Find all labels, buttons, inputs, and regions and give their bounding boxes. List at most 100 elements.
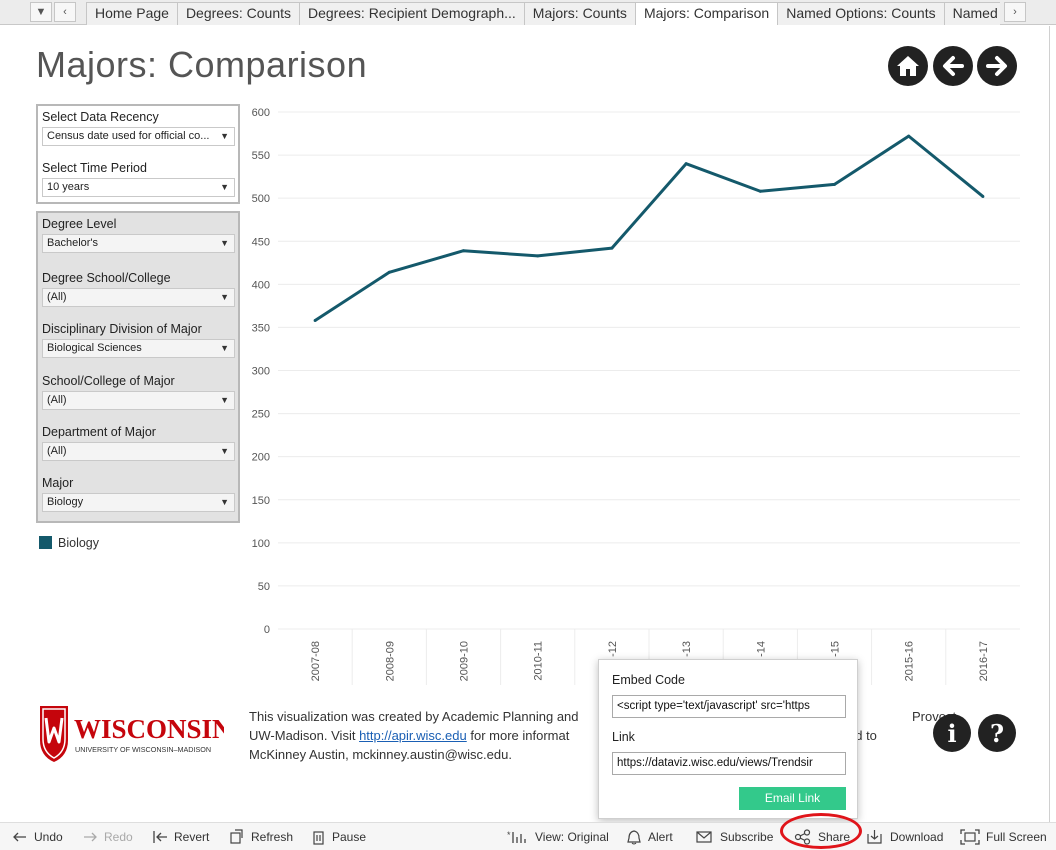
line-chart: 0 50 100 150 200 250 300 350 400 450 500 550 600 2007… xyxy=(252,107,1020,685)
data-point xyxy=(907,134,911,138)
mail-icon xyxy=(696,831,712,843)
view-original-button[interactable]: * View: Original xyxy=(507,828,609,846)
y-tick-label: 500 xyxy=(252,193,270,205)
chevron-down-icon: ▼ xyxy=(220,292,229,302)
period-select[interactable]: 10 years ▼ xyxy=(42,178,235,197)
pause-button[interactable]: Pause xyxy=(312,828,366,846)
degree-level-select[interactable]: Bachelor's ▼ xyxy=(42,234,235,253)
subscribe-button[interactable]: Subscribe xyxy=(696,828,773,846)
major-label: Major xyxy=(42,476,74,490)
data-point xyxy=(981,194,985,198)
logo-wordmark: WISCONSIN xyxy=(74,714,224,744)
school-major-select[interactable]: (All) ▼ xyxy=(42,391,235,410)
undo-icon xyxy=(13,832,26,842)
refresh-icon xyxy=(230,829,243,844)
pause-icon xyxy=(313,831,324,845)
refresh-button[interactable]: Refresh xyxy=(229,828,293,846)
degree-level-label: Degree Level xyxy=(42,217,117,231)
tab-named-options-truncated[interactable]: Named Op xyxy=(943,2,1000,25)
tab-majors-counts[interactable]: Majors: Counts xyxy=(523,2,636,25)
bell-icon xyxy=(627,830,641,845)
y-tick-label: 0 xyxy=(264,624,270,636)
back-button[interactable] xyxy=(933,46,973,86)
degree-school-select[interactable]: (All) ▼ xyxy=(42,288,235,307)
x-tick-label: -13 xyxy=(681,641,693,657)
subscribe-label: Subscribe xyxy=(720,830,774,844)
x-tick-label: 2007-08 xyxy=(310,641,322,681)
y-tick-label: 300 xyxy=(252,366,270,378)
degree-level-value: Bachelor's xyxy=(47,237,99,249)
embed-code-label: Embed Code xyxy=(612,673,685,687)
data-point xyxy=(462,249,465,253)
x-tick-label: -12 xyxy=(607,641,619,657)
alert-button[interactable]: Alert xyxy=(626,828,673,846)
link-label: Link xyxy=(612,730,635,744)
legend-label: Biology xyxy=(58,536,99,550)
forward-button[interactable] xyxy=(977,46,1017,86)
tab-degrees-recipient-demographics[interactable]: Degrees: Recipient Demograph... xyxy=(299,2,525,25)
info-line2-start: UW-Madison. Visit xyxy=(249,728,356,743)
home-button[interactable] xyxy=(888,46,928,86)
x-tick-label: 2009-10 xyxy=(459,641,471,681)
chevron-down-icon: ▼ xyxy=(220,238,229,248)
degree-school-label: Degree School/College xyxy=(42,271,171,285)
school-major-label: School/College of Major xyxy=(42,374,175,388)
arrow-right-icon xyxy=(986,56,1007,76)
page-title: Majors: Comparison xyxy=(36,44,368,85)
chevron-down-icon: ▼ xyxy=(220,395,229,405)
x-tick-label: -15 xyxy=(830,641,842,657)
x-tick-label: 2008-09 xyxy=(384,641,396,681)
revert-button[interactable]: Revert xyxy=(152,828,209,846)
info-line2-mid: for more informat xyxy=(470,728,570,743)
division-value: Biological Sciences xyxy=(47,342,142,354)
y-tick-label: 150 xyxy=(252,495,270,507)
data-point xyxy=(313,319,317,323)
division-select[interactable]: Biological Sciences ▼ xyxy=(42,339,235,358)
tabs: Home Page Degrees: Counts Degrees: Recipie… xyxy=(86,2,1000,25)
series-line-biology xyxy=(314,134,984,322)
tab-degrees-counts[interactable]: Degrees: Counts xyxy=(176,2,300,25)
embed-code-field[interactable]: <script type='text/javascript' src='http… xyxy=(612,695,846,718)
data-selection-panel: Select Data Recency Census date used for… xyxy=(36,104,240,204)
major-filter-panel: Degree Level Bachelor's ▼ Degree School/C… xyxy=(36,211,240,523)
info-icon: i xyxy=(947,718,957,748)
y-tick-label: 450 xyxy=(252,236,270,248)
tab-named-options-counts[interactable]: Named Options: Counts xyxy=(777,2,945,25)
y-tick-label: 250 xyxy=(252,409,270,421)
download-icon xyxy=(867,830,882,844)
tab-majors-comparison[interactable]: Majors: Comparison xyxy=(634,2,779,25)
chevron-down-icon: ▼ xyxy=(220,182,229,192)
major-value: Biology xyxy=(47,496,84,508)
info-button[interactable]: i xyxy=(933,714,971,752)
alert-label: Alert xyxy=(648,830,673,844)
recency-select[interactable]: Census date used for official co... ▼ xyxy=(42,127,235,146)
chart-legend[interactable]: Biology xyxy=(39,536,99,550)
link-field[interactable]: https://dataviz.wisc.edu/views/Trendsir xyxy=(612,752,846,775)
major-select[interactable]: Biology ▼ xyxy=(42,493,235,512)
chevron-down-icon: ▼ xyxy=(220,131,229,141)
full-screen-button[interactable]: Full Screen xyxy=(960,828,1047,846)
y-tick-label: 400 xyxy=(252,279,270,291)
tab-scroll-right-button[interactable]: › xyxy=(1004,2,1026,22)
redo-button[interactable]: Redo xyxy=(82,828,133,846)
recency-value: Census date used for official co... xyxy=(47,130,210,142)
info-text: This visualization was created by Academ… xyxy=(249,707,960,764)
help-button[interactable]: ? xyxy=(978,714,1016,752)
tab-scroll-left-button[interactable]: ‹ xyxy=(54,2,76,22)
apir-link[interactable]: http://apir.wisc.edu xyxy=(359,728,467,743)
download-button[interactable]: Download xyxy=(866,828,943,846)
uw-madison-logo: WISCONSIN UNIVERSITY OF WISCONSIN–MADISO… xyxy=(34,702,232,769)
download-label: Download xyxy=(890,830,944,844)
department-select[interactable]: (All) ▼ xyxy=(42,442,235,461)
share-highlight-ring xyxy=(780,813,862,849)
x-tick-label: 2010-11 xyxy=(533,641,545,681)
email-link-button[interactable]: Email Link xyxy=(739,787,846,810)
fullscreen-icon xyxy=(960,829,980,845)
tab-home-page[interactable]: Home Page xyxy=(86,2,178,25)
tab-menu-dropdown[interactable]: ▼ xyxy=(30,2,52,22)
undo-button[interactable]: Undo xyxy=(12,828,63,846)
recency-label: Select Data Recency xyxy=(42,110,159,124)
y-tick-label: 550 xyxy=(252,150,270,162)
y-tick-label: 350 xyxy=(252,322,270,334)
question-icon: ? xyxy=(989,718,1005,748)
